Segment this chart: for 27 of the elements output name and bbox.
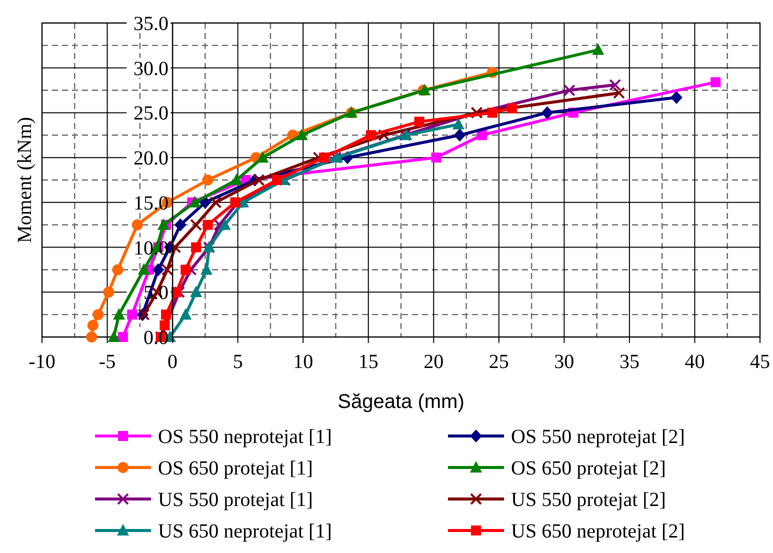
y-tick-label: 0.0 [144,327,169,349]
y-tick-label: 25.0 [134,102,169,125]
x-tick-label: 30 [554,351,574,373]
x-tick-label: 5 [232,351,243,373]
y-tick-label: 35.0 [134,13,169,35]
x-tick-label: 40 [684,351,705,373]
x-tick-label: -5 [98,351,116,373]
legend-label: OS 550 neprotejat [2] [511,426,685,448]
x-tick-label: 20 [424,351,444,373]
legend-label: US 650 neprotejat [1] [158,520,332,542]
legend-label: US 550 protejat [1] [158,489,313,511]
x-tick-label: -10 [28,351,56,373]
x-tick-label: 15 [358,351,378,373]
legend-label: OS 650 protejat [2] [511,458,666,480]
legend-label: US 550 protejat [2] [511,489,666,511]
x-tick-label: 10 [293,351,314,373]
x-tick-label: 45 [750,351,770,373]
y-tick-label: 30.0 [134,58,169,80]
x-tick-label: 0 [168,351,178,373]
x-axis-title: Săgeata (mm) [338,391,464,413]
legend-label: OS 650 protejat [1] [158,458,313,480]
x-tick-label: 35 [619,351,640,373]
legend-label: US 650 neprotejat [2] [511,520,685,542]
y-axis-title: Moment (kNm) [14,116,36,244]
y-tick-label: 20.0 [134,148,169,170]
x-tick-label: 25 [488,351,509,373]
legend-label: OS 550 neprotejat [1] [158,426,332,448]
